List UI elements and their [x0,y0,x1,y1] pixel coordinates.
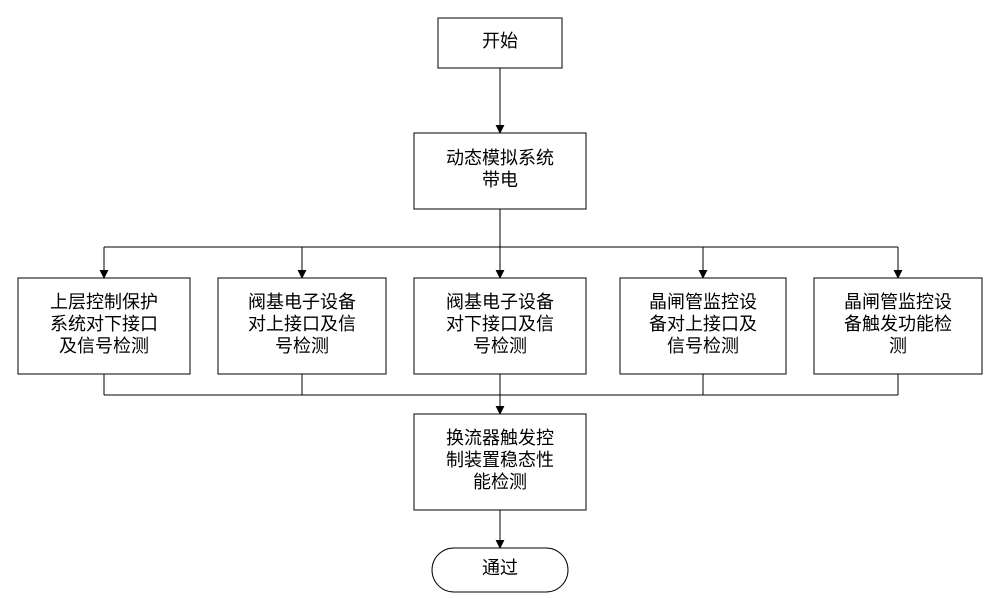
node-steady-line1: 制装置稳态性 [446,450,554,470]
node-steady-line2: 能检测 [473,472,527,492]
node-b5-line2: 测 [889,336,907,356]
flowchart-canvas: 开始动态模拟系统带电上层控制保护系统对下接口及信号检测阀基电子设备对上接口及信号… [0,0,1000,599]
node-b3-line2: 号检测 [473,336,527,356]
node-b4-line2: 信号检测 [667,336,739,356]
node-b4: 晶闸管监控设备对上接口及信号检测 [620,278,786,374]
node-steady-line0: 换流器触发控 [446,428,554,448]
node-b3-line1: 对下接口及信 [446,314,554,334]
node-powered: 动态模拟系统带电 [414,133,586,209]
node-powered-line1: 带电 [482,170,518,190]
node-b2-line2: 号检测 [275,336,329,356]
node-powered-line0: 动态模拟系统 [446,148,554,168]
node-start: 开始 [438,18,562,68]
node-b2-line0: 阀基电子设备 [248,292,356,312]
node-b2: 阀基电子设备对上接口及信号检测 [218,278,386,374]
node-b4-line1: 备对上接口及 [649,314,757,334]
node-b1-line0: 上层控制保护 [50,292,158,312]
node-b2-line1: 对上接口及信 [248,314,356,334]
node-b1: 上层控制保护系统对下接口及信号检测 [18,278,190,374]
node-b4-line0: 晶闸管监控设 [649,292,757,312]
node-b3-line0: 阀基电子设备 [446,292,554,312]
node-b1-line2: 及信号检测 [59,336,149,356]
node-b1-line1: 系统对下接口 [50,314,158,334]
node-pass: 通过 [432,548,568,592]
node-b5-line0: 晶闸管监控设 [844,292,952,312]
node-b5-line1: 备触发功能检 [844,314,952,334]
node-steady: 换流器触发控制装置稳态性能检测 [414,414,586,510]
node-start-line0: 开始 [482,31,518,51]
node-b5: 晶闸管监控设备触发功能检测 [814,278,982,374]
node-pass-line0: 通过 [482,558,518,578]
node-b3: 阀基电子设备对下接口及信号检测 [414,278,586,374]
